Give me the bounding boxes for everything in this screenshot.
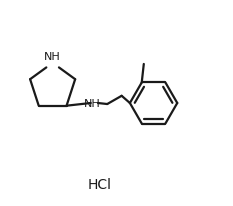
Text: NH: NH (44, 52, 61, 62)
Text: NH: NH (83, 99, 100, 109)
Text: HCl: HCl (88, 178, 112, 192)
